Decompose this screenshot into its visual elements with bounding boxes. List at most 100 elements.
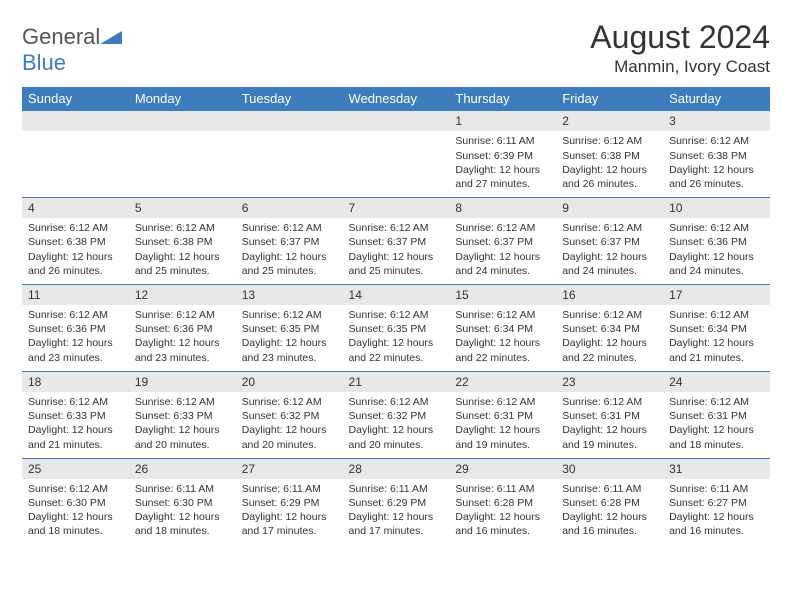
calendar-cell: 1Sunrise: 6:11 AMSunset: 6:39 PMDaylight… [449, 111, 556, 198]
weekday-header: Friday [556, 87, 663, 111]
sunset-text: Sunset: 6:34 PM [562, 322, 657, 336]
day-info: Sunrise: 6:11 AMSunset: 6:29 PMDaylight:… [236, 479, 343, 545]
daylight-text: Daylight: 12 hours and 21 minutes. [28, 423, 123, 451]
sunrise-text: Sunrise: 6:11 AM [349, 482, 444, 496]
daylight-text: Daylight: 12 hours and 23 minutes. [242, 336, 337, 364]
daylight-text: Daylight: 12 hours and 22 minutes. [349, 336, 444, 364]
daylight-text: Daylight: 12 hours and 20 minutes. [242, 423, 337, 451]
sunrise-text: Sunrise: 6:12 AM [135, 395, 230, 409]
sunset-text: Sunset: 6:28 PM [562, 496, 657, 510]
sunrise-text: Sunrise: 6:12 AM [669, 395, 764, 409]
calendar-cell: 18Sunrise: 6:12 AMSunset: 6:33 PMDayligh… [22, 371, 129, 458]
calendar-cell [22, 111, 129, 198]
sunrise-text: Sunrise: 6:12 AM [349, 395, 444, 409]
daylight-text: Daylight: 12 hours and 25 minutes. [242, 250, 337, 278]
day-number: 28 [343, 459, 450, 479]
calendar-cell: 31Sunrise: 6:11 AMSunset: 6:27 PMDayligh… [663, 458, 770, 544]
sunrise-text: Sunrise: 6:12 AM [242, 395, 337, 409]
day-info: Sunrise: 6:12 AMSunset: 6:35 PMDaylight:… [343, 305, 450, 371]
daylight-text: Daylight: 12 hours and 27 minutes. [455, 163, 550, 191]
day-info: Sunrise: 6:12 AMSunset: 6:37 PMDaylight:… [449, 218, 556, 284]
sunset-text: Sunset: 6:29 PM [242, 496, 337, 510]
day-info [236, 131, 343, 196]
day-number: 14 [343, 285, 450, 305]
daylight-text: Daylight: 12 hours and 19 minutes. [562, 423, 657, 451]
sunset-text: Sunset: 6:31 PM [455, 409, 550, 423]
sunrise-text: Sunrise: 6:12 AM [562, 395, 657, 409]
calendar-cell: 23Sunrise: 6:12 AMSunset: 6:31 PMDayligh… [556, 371, 663, 458]
calendar-cell: 30Sunrise: 6:11 AMSunset: 6:28 PMDayligh… [556, 458, 663, 544]
weekday-header: Sunday [22, 87, 129, 111]
daylight-text: Daylight: 12 hours and 26 minutes. [669, 163, 764, 191]
day-info: Sunrise: 6:11 AMSunset: 6:28 PMDaylight:… [556, 479, 663, 545]
day-number: 11 [22, 285, 129, 305]
calendar-cell: 28Sunrise: 6:11 AMSunset: 6:29 PMDayligh… [343, 458, 450, 544]
day-number: 12 [129, 285, 236, 305]
sunset-text: Sunset: 6:33 PM [28, 409, 123, 423]
sunset-text: Sunset: 6:36 PM [135, 322, 230, 336]
sunrise-text: Sunrise: 6:12 AM [28, 482, 123, 496]
day-info: Sunrise: 6:12 AMSunset: 6:34 PMDaylight:… [556, 305, 663, 371]
sunrise-text: Sunrise: 6:12 AM [669, 308, 764, 322]
day-number: 13 [236, 285, 343, 305]
calendar-cell: 25Sunrise: 6:12 AMSunset: 6:30 PMDayligh… [22, 458, 129, 544]
calendar-cell: 22Sunrise: 6:12 AMSunset: 6:31 PMDayligh… [449, 371, 556, 458]
daylight-text: Daylight: 12 hours and 20 minutes. [135, 423, 230, 451]
day-number: 6 [236, 198, 343, 218]
sunrise-text: Sunrise: 6:12 AM [28, 308, 123, 322]
day-info: Sunrise: 6:12 AMSunset: 6:33 PMDaylight:… [22, 392, 129, 458]
day-info: Sunrise: 6:12 AMSunset: 6:36 PMDaylight:… [22, 305, 129, 371]
sunrise-text: Sunrise: 6:12 AM [242, 308, 337, 322]
calendar-cell: 27Sunrise: 6:11 AMSunset: 6:29 PMDayligh… [236, 458, 343, 544]
calendar-cell [236, 111, 343, 198]
day-number: 17 [663, 285, 770, 305]
sunset-text: Sunset: 6:28 PM [455, 496, 550, 510]
daylight-text: Daylight: 12 hours and 22 minutes. [455, 336, 550, 364]
day-number: 22 [449, 372, 556, 392]
day-number: 27 [236, 459, 343, 479]
sunrise-text: Sunrise: 6:12 AM [669, 134, 764, 148]
calendar-cell: 14Sunrise: 6:12 AMSunset: 6:35 PMDayligh… [343, 284, 450, 371]
calendar-cell: 19Sunrise: 6:12 AMSunset: 6:33 PMDayligh… [129, 371, 236, 458]
sunset-text: Sunset: 6:36 PM [28, 322, 123, 336]
calendar-cell: 7Sunrise: 6:12 AMSunset: 6:37 PMDaylight… [343, 198, 450, 285]
weekday-header: Monday [129, 87, 236, 111]
page-title: August 2024 [590, 20, 770, 55]
weekday-header: Thursday [449, 87, 556, 111]
sunrise-text: Sunrise: 6:12 AM [669, 221, 764, 235]
day-info: Sunrise: 6:11 AMSunset: 6:39 PMDaylight:… [449, 131, 556, 197]
sunrise-text: Sunrise: 6:12 AM [562, 134, 657, 148]
sunset-text: Sunset: 6:27 PM [669, 496, 764, 510]
day-number: 3 [663, 111, 770, 131]
calendar-cell: 12Sunrise: 6:12 AMSunset: 6:36 PMDayligh… [129, 284, 236, 371]
day-info: Sunrise: 6:12 AMSunset: 6:36 PMDaylight:… [129, 305, 236, 371]
day-info: Sunrise: 6:12 AMSunset: 6:31 PMDaylight:… [556, 392, 663, 458]
logo-text: GeneralBlue [22, 24, 122, 76]
daylight-text: Daylight: 12 hours and 17 minutes. [349, 510, 444, 538]
daylight-text: Daylight: 12 hours and 26 minutes. [28, 250, 123, 278]
calendar-header-row: SundayMondayTuesdayWednesdayThursdayFrid… [22, 87, 770, 111]
sunrise-text: Sunrise: 6:11 AM [455, 482, 550, 496]
day-number: 2 [556, 111, 663, 131]
day-info: Sunrise: 6:12 AMSunset: 6:38 PMDaylight:… [22, 218, 129, 284]
sunset-text: Sunset: 6:38 PM [28, 235, 123, 249]
day-info: Sunrise: 6:12 AMSunset: 6:31 PMDaylight:… [663, 392, 770, 458]
daylight-text: Daylight: 12 hours and 20 minutes. [349, 423, 444, 451]
daylight-text: Daylight: 12 hours and 25 minutes. [349, 250, 444, 278]
day-number [236, 111, 343, 131]
sunset-text: Sunset: 6:37 PM [242, 235, 337, 249]
day-number: 21 [343, 372, 450, 392]
day-info: Sunrise: 6:12 AMSunset: 6:37 PMDaylight:… [556, 218, 663, 284]
calendar-cell: 11Sunrise: 6:12 AMSunset: 6:36 PMDayligh… [22, 284, 129, 371]
day-info: Sunrise: 6:11 AMSunset: 6:27 PMDaylight:… [663, 479, 770, 545]
title-block: August 2024 Manmin, Ivory Coast [590, 20, 770, 77]
calendar-cell: 5Sunrise: 6:12 AMSunset: 6:38 PMDaylight… [129, 198, 236, 285]
day-number: 9 [556, 198, 663, 218]
day-info: Sunrise: 6:12 AMSunset: 6:35 PMDaylight:… [236, 305, 343, 371]
weekday-header: Tuesday [236, 87, 343, 111]
day-info: Sunrise: 6:11 AMSunset: 6:30 PMDaylight:… [129, 479, 236, 545]
daylight-text: Daylight: 12 hours and 22 minutes. [562, 336, 657, 364]
sunrise-text: Sunrise: 6:12 AM [562, 221, 657, 235]
sunrise-text: Sunrise: 6:11 AM [669, 482, 764, 496]
sunrise-text: Sunrise: 6:11 AM [242, 482, 337, 496]
